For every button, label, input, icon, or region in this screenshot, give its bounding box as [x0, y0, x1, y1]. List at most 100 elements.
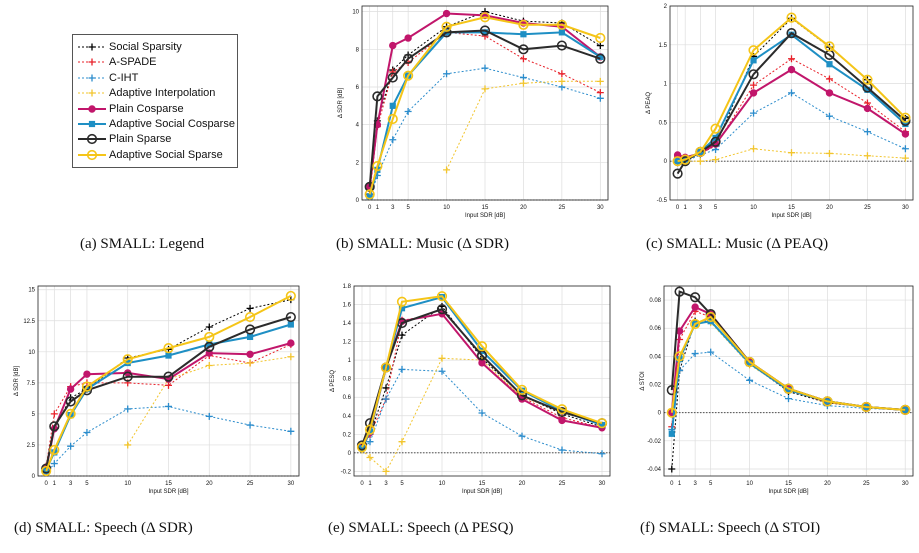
data-point — [556, 19, 567, 30]
data-point — [750, 81, 758, 89]
data-point — [481, 64, 489, 72]
plot-frame — [353, 285, 611, 477]
data-point — [438, 354, 446, 362]
data-point — [443, 70, 451, 78]
y-tick-label: 0.08 — [649, 298, 661, 304]
data-point — [690, 318, 701, 330]
data-point — [389, 136, 397, 144]
y-tick-label: 0.04 — [649, 354, 661, 360]
data-point — [785, 395, 792, 403]
x-tick-label: 1 — [678, 481, 682, 487]
data-point — [81, 381, 93, 392]
data-point — [441, 21, 452, 32]
data-point — [674, 286, 685, 297]
data-point — [366, 453, 374, 461]
series-line — [45, 295, 292, 472]
x-tick-label: 3 — [699, 205, 703, 211]
data-point — [356, 442, 368, 453]
data-point — [825, 112, 833, 120]
plot-frame — [663, 285, 914, 477]
y-tick-label: 0 — [348, 451, 352, 457]
y-tick-label: -0.2 — [341, 469, 352, 475]
x-axis-label: Input SDR [dB] — [768, 489, 808, 495]
legend-marker — [88, 43, 96, 51]
data-point — [205, 412, 213, 420]
data-point — [750, 145, 758, 153]
data-point — [826, 61, 833, 68]
series-line — [45, 316, 292, 469]
data-point — [389, 41, 397, 50]
data-point — [380, 362, 392, 373]
data-point — [285, 290, 296, 302]
legend-label: Adaptive Interpolation — [109, 87, 216, 100]
data-point — [41, 465, 52, 476]
x-tick-label: 10 — [439, 481, 446, 487]
data-point — [246, 304, 254, 312]
y-tick-label: 4 — [356, 123, 360, 129]
legend-entry: Adaptive Social Sparse — [73, 148, 237, 162]
data-point — [520, 31, 527, 38]
x-tick-label: 0 — [676, 205, 680, 211]
legend-entry: Plain Cosparse — [73, 102, 237, 116]
data-point — [556, 404, 568, 415]
y-tick-label: 10 — [28, 350, 35, 356]
data-point — [863, 128, 871, 136]
data-point — [691, 350, 699, 358]
data-point — [788, 89, 795, 97]
y-tick-label: -0.04 — [647, 467, 661, 473]
data-point — [163, 371, 174, 382]
caption-speech-pesq: (e) SMALL: Speech (Δ PESQ) — [328, 520, 514, 536]
data-point — [788, 55, 795, 63]
data-point — [900, 404, 911, 415]
data-point — [707, 348, 715, 356]
legend-entry: Adaptive Interpolation — [73, 86, 237, 100]
y-tick-label: 0.8 — [343, 377, 352, 383]
x-tick-label: 3 — [391, 205, 395, 211]
series-adaptive-social-sparse — [356, 291, 608, 453]
data-point — [705, 311, 716, 323]
data-point — [558, 446, 566, 454]
x-tick-label: 10 — [124, 481, 131, 487]
data-point — [436, 304, 448, 315]
data-point — [476, 341, 488, 352]
series-line — [361, 295, 603, 448]
y-tick-label: -0.02 — [647, 439, 661, 445]
y-axis-label: Δ PEAQ — [646, 92, 652, 114]
x-tick-label: 30 — [288, 481, 295, 487]
data-point — [862, 82, 873, 93]
series-line — [677, 16, 907, 163]
data-point — [478, 409, 486, 417]
data-point — [861, 401, 872, 413]
data-point — [786, 28, 797, 39]
x-tick-label: 20 — [206, 481, 213, 487]
data-point — [787, 65, 796, 74]
data-point — [287, 339, 295, 347]
data-point — [287, 321, 294, 328]
data-point — [822, 396, 833, 407]
data-point — [163, 342, 174, 354]
data-point — [479, 12, 491, 23]
x-tick-label: 30 — [599, 481, 606, 487]
legend-marker — [88, 104, 96, 113]
data-point — [518, 19, 529, 30]
series-line — [368, 16, 601, 195]
series-line — [361, 308, 603, 446]
data-point — [246, 333, 254, 341]
x-tick-label: 5 — [406, 205, 410, 211]
data-point — [901, 130, 910, 138]
legend-swatch — [78, 43, 106, 51]
data-point — [748, 69, 759, 80]
series-line — [361, 313, 603, 449]
data-point — [436, 291, 448, 302]
data-point — [556, 406, 568, 418]
data-point — [364, 424, 376, 435]
y-tick-label: 0.5 — [659, 120, 668, 126]
y-tick-label: 0.06 — [649, 326, 661, 332]
legend-marker — [88, 74, 96, 82]
x-tick-label: 5 — [85, 481, 89, 487]
data-point — [598, 450, 606, 458]
series-adaptive-social-sparse — [364, 12, 606, 200]
data-point — [596, 42, 604, 50]
x-tick-label: 20 — [826, 205, 833, 211]
data-point — [519, 79, 527, 87]
